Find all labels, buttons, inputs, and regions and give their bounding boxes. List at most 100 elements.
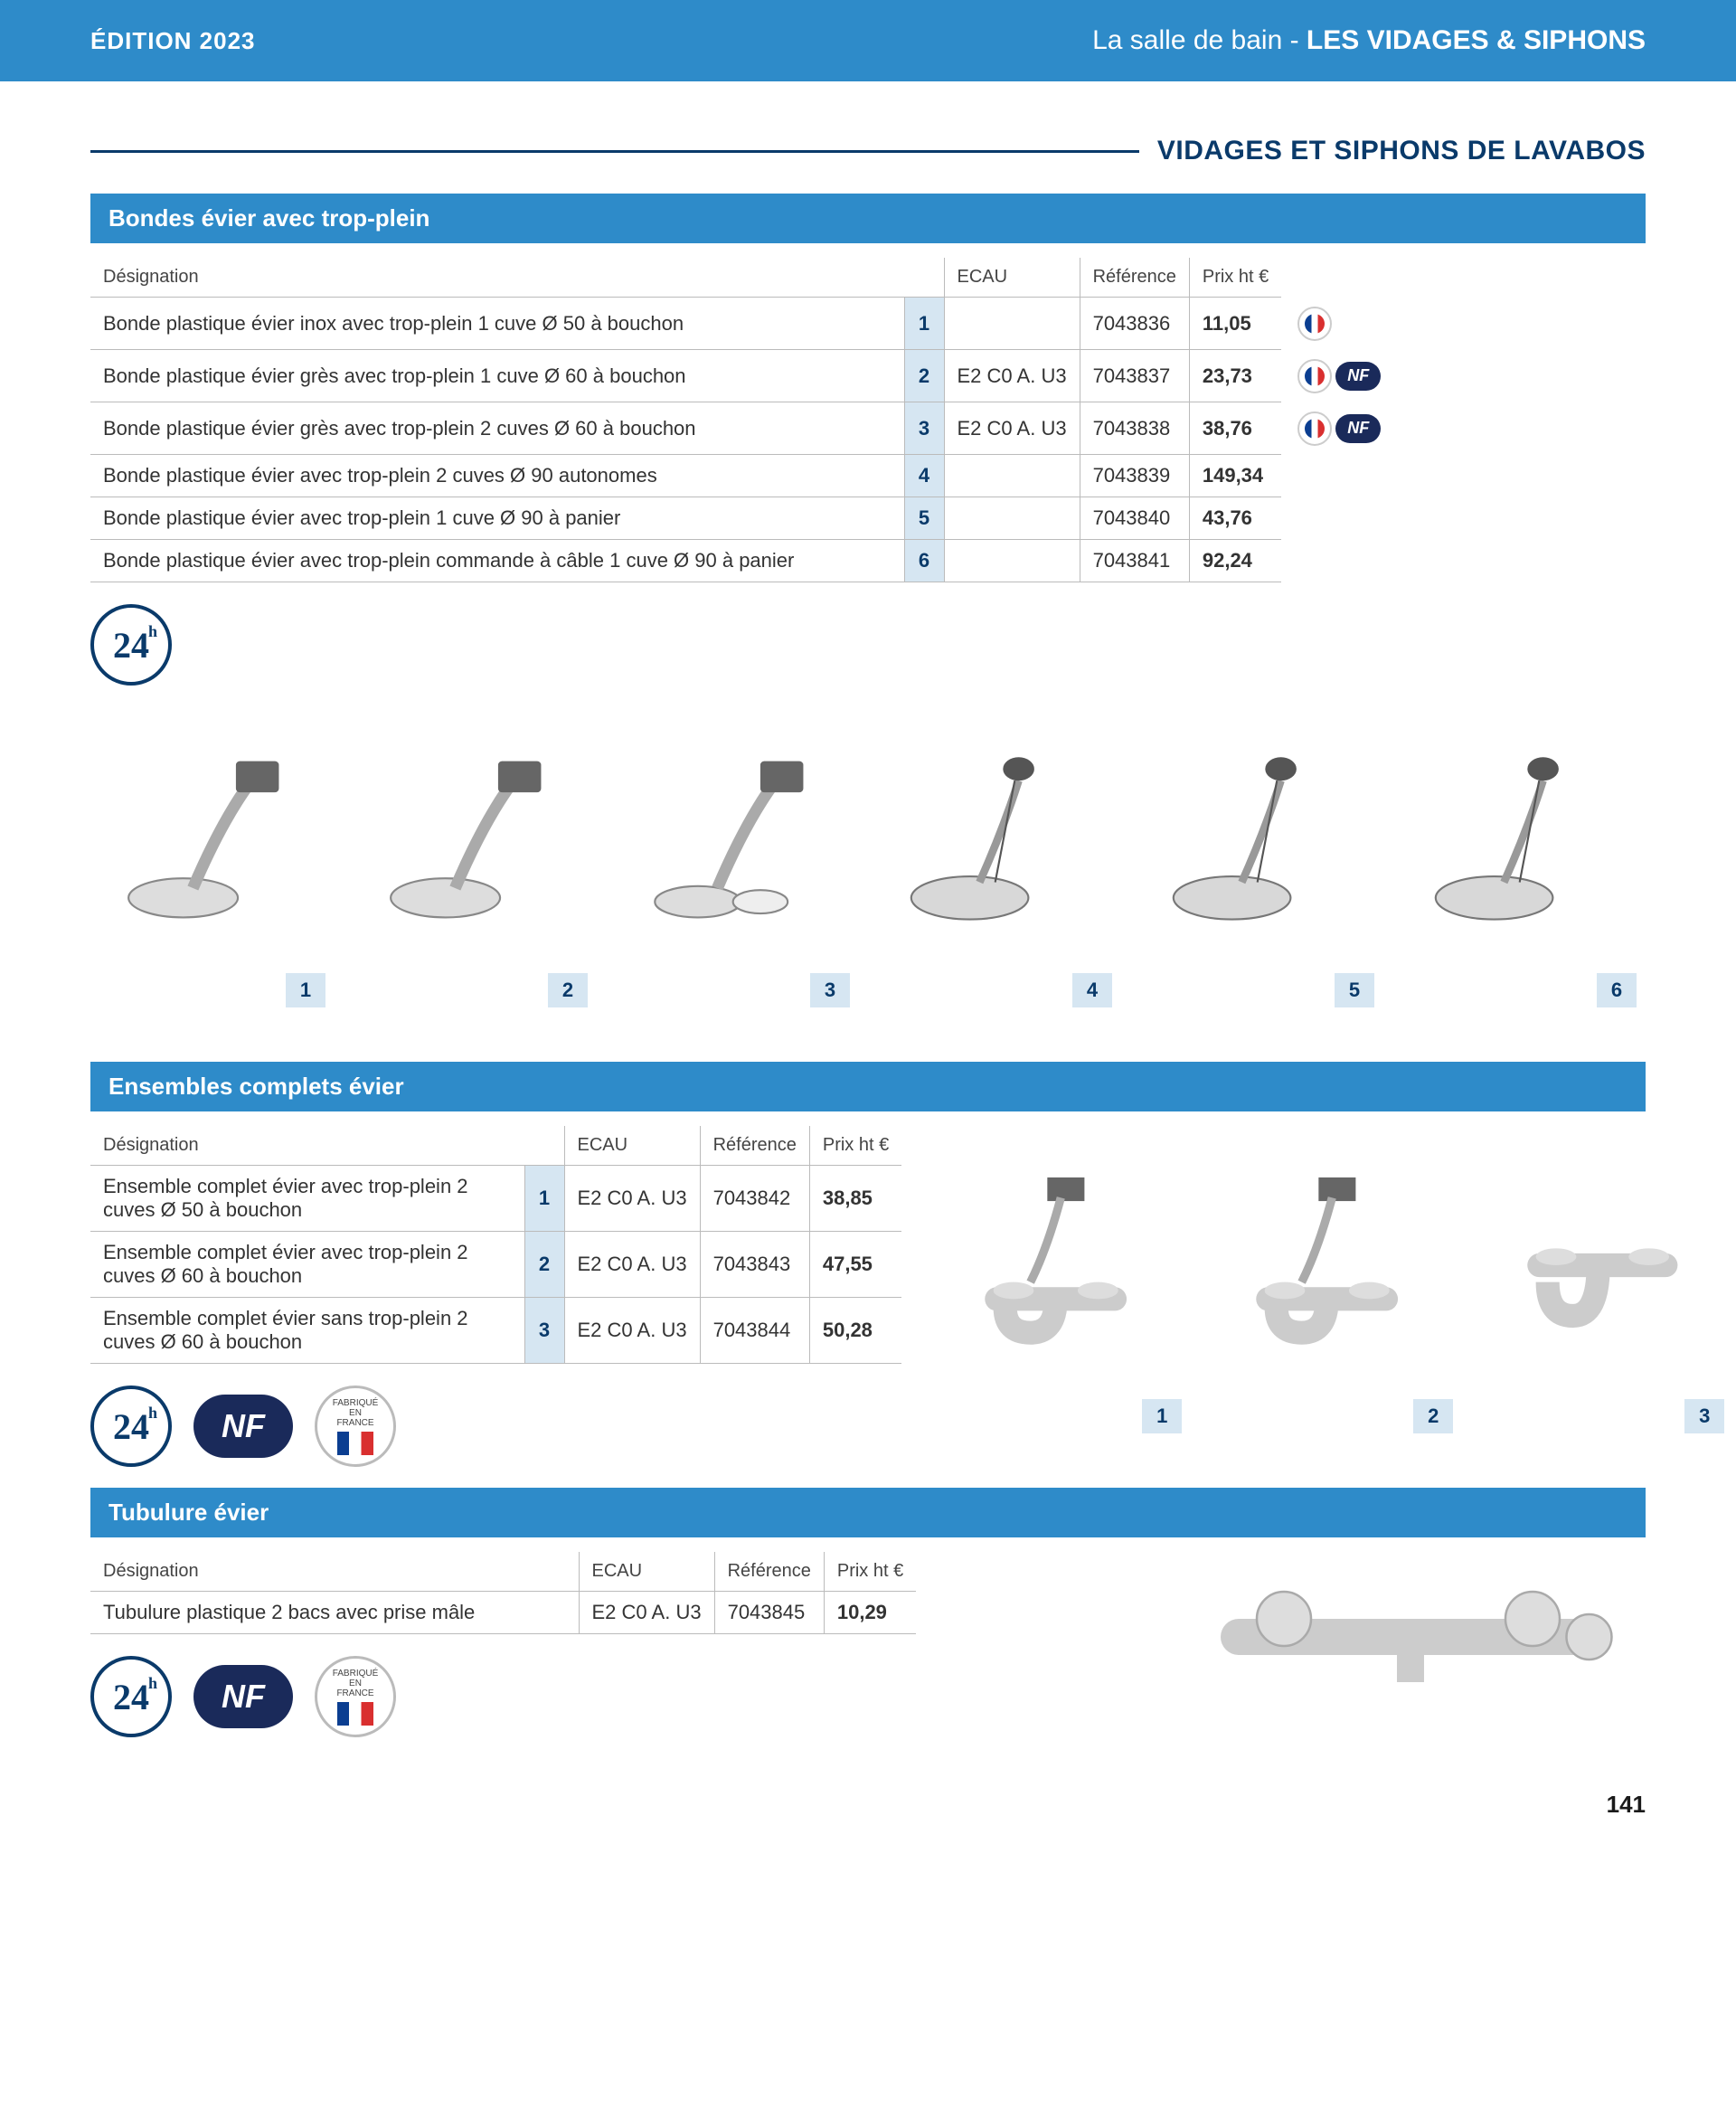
france-badge-icon [1297, 307, 1332, 341]
col-reference: Référence [1080, 258, 1189, 298]
nf-badge-icon: NF [193, 1665, 293, 1728]
subsection-title-tubulure: Tubulure évier [90, 1488, 1646, 1537]
product-image-5: 5 [1139, 713, 1383, 1007]
table-row: Bonde plastique évier grès avec trop-ple… [90, 350, 1393, 402]
col-designation: Désignation [90, 258, 904, 298]
cell-index: 2 [904, 350, 944, 402]
cell-index: 1 [904, 298, 944, 350]
cell-reference: 7043839 [1080, 455, 1189, 497]
image-number: 3 [810, 973, 850, 1007]
cell-reference: 7043845 [714, 1592, 824, 1634]
cell-price: 149,34 [1189, 455, 1281, 497]
cell-ecau: E2 C0 A. U3 [564, 1232, 700, 1298]
badge-row-ensembles: 24h NF FABRIQUÉ EN FRANCE [90, 1386, 901, 1467]
cell-price: 23,73 [1189, 350, 1281, 402]
image-strip-ensembles: 1 2 3 [938, 1139, 1733, 1433]
col-price: Prix ht € [824, 1552, 916, 1592]
cell-badges: NF [1281, 402, 1393, 455]
cell-ecau [944, 540, 1080, 582]
breadcrumb-section: LES VIDAGES & SIPHONS [1307, 25, 1646, 55]
image-number: 3 [1684, 1399, 1724, 1433]
section-rule [90, 150, 1139, 153]
product-image-2: 2 [353, 713, 597, 1007]
catalog-page: ÉDITION 2023 La salle de bain - LES VIDA… [0, 0, 1736, 1855]
france-badge-icon [1297, 359, 1332, 393]
cell-price: 38,76 [1189, 402, 1281, 455]
cell-index: 3 [524, 1298, 564, 1364]
product-image-2: 2 [1209, 1139, 1462, 1433]
table-row: Bonde plastique évier avec trop-plein 2 … [90, 455, 1393, 497]
edition-label: ÉDITION 2023 [90, 27, 256, 55]
section-title: VIDAGES ET SIPHONS DE LAVABOS [1157, 136, 1646, 166]
cell-designation: Bonde plastique évier avec trop-plein 2 … [90, 455, 904, 497]
page-header: ÉDITION 2023 La salle de bain - LES VIDA… [0, 0, 1736, 81]
cell-designation: Tubulure plastique 2 bacs avec prise mâl… [90, 1592, 579, 1634]
product-image-tubulure [1194, 1556, 1646, 1718]
image-number: 6 [1597, 973, 1637, 1007]
nf-badge-icon: NF [1335, 362, 1381, 391]
col-reference: Référence [700, 1126, 809, 1166]
table-ensembles: Désignation ECAU Référence Prix ht € Ens… [90, 1126, 901, 1364]
image-number: 2 [548, 973, 588, 1007]
cell-designation: Bonde plastique évier avec trop-plein co… [90, 540, 904, 582]
made-in-france-badge-icon: FABRIQUÉ EN FRANCE [315, 1656, 396, 1737]
cell-index: 4 [904, 455, 944, 497]
cell-designation: Bonde plastique évier inox avec trop-ple… [90, 298, 904, 350]
col-index [904, 258, 944, 298]
table-row: Bonde plastique évier avec trop-plein co… [90, 540, 1393, 582]
breadcrumb-category: La salle de bain - [1092, 25, 1307, 55]
image-number: 1 [1142, 1399, 1182, 1433]
subsection-title-bondes: Bondes évier avec trop-plein [90, 194, 1646, 243]
col-index [524, 1126, 564, 1166]
image-number: 4 [1072, 973, 1112, 1007]
france-badge-icon [1297, 411, 1332, 446]
cell-price: 92,24 [1189, 540, 1281, 582]
cell-index: 6 [904, 540, 944, 582]
product-image-1: 1 [90, 713, 335, 1007]
cell-price: 11,05 [1189, 298, 1281, 350]
cell-ecau: E2 C0 A. U3 [579, 1592, 714, 1634]
product-image-6: 6 [1401, 713, 1646, 1007]
page-content: VIDAGES ET SIPHONS DE LAVABOS Bondes évi… [0, 81, 1736, 1791]
cell-ecau: E2 C0 A. U3 [944, 402, 1080, 455]
table-row: Tubulure plastique 2 bacs avec prise mâl… [90, 1592, 916, 1634]
col-designation: Désignation [90, 1552, 579, 1592]
col-designation: Désignation [90, 1126, 524, 1166]
col-price: Prix ht € [809, 1126, 901, 1166]
cell-ecau [944, 497, 1080, 540]
badge-24h-icon: 24h [90, 604, 172, 686]
badge-24h-icon: 24h [90, 1656, 172, 1737]
cell-ecau: E2 C0 A. U3 [944, 350, 1080, 402]
product-image-1: 1 [938, 1139, 1191, 1433]
image-strip-bondes: 1 2 3 4 5 6 [90, 713, 1646, 1007]
cell-designation: Ensemble complet évier avec trop-plein 2… [90, 1166, 524, 1232]
image-number: 1 [286, 973, 326, 1007]
table-header-row: Désignation ECAU Référence Prix ht € [90, 1552, 916, 1592]
cell-price: 10,29 [824, 1592, 916, 1634]
subsection-title-ensembles: Ensembles complets évier [90, 1062, 1646, 1111]
col-ecau: ECAU [944, 258, 1080, 298]
product-image-4: 4 [877, 713, 1121, 1007]
table-header-row: Désignation ECAU Référence Prix ht € [90, 258, 1393, 298]
table-row: Bonde plastique évier inox avec trop-ple… [90, 298, 1393, 350]
cell-price: 50,28 [809, 1298, 901, 1364]
nf-badge-icon: NF [193, 1395, 293, 1458]
cell-ecau [944, 455, 1080, 497]
product-image-3: 3 [1480, 1139, 1733, 1433]
cell-ecau: E2 C0 A. U3 [564, 1166, 700, 1232]
table-row: Ensemble complet évier avec trop-plein 2… [90, 1166, 901, 1232]
cell-reference: 7043838 [1080, 402, 1189, 455]
cell-index: 1 [524, 1166, 564, 1232]
cell-price: 43,76 [1189, 497, 1281, 540]
cell-designation: Ensemble complet évier sans trop-plein 2… [90, 1298, 524, 1364]
table-body: Bonde plastique évier inox avec trop-ple… [90, 298, 1393, 582]
cell-designation: Ensemble complet évier avec trop-plein 2… [90, 1232, 524, 1298]
table-row: Ensemble complet évier sans trop-plein 2… [90, 1298, 901, 1364]
cell-reference: 7043841 [1080, 540, 1189, 582]
col-ecau: ECAU [579, 1552, 714, 1592]
cell-price: 47,55 [809, 1232, 901, 1298]
cell-price: 38,85 [809, 1166, 901, 1232]
col-reference: Référence [714, 1552, 824, 1592]
table-header-row: Désignation ECAU Référence Prix ht € [90, 1126, 901, 1166]
cell-reference: 7043840 [1080, 497, 1189, 540]
